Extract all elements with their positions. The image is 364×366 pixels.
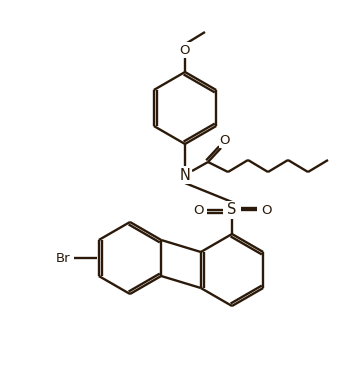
- Text: O: O: [193, 203, 203, 217]
- Text: N: N: [179, 168, 190, 183]
- Text: O: O: [261, 203, 271, 217]
- Text: S: S: [227, 202, 237, 217]
- Text: O: O: [180, 44, 190, 56]
- Text: O: O: [220, 134, 230, 146]
- Text: Br: Br: [56, 251, 70, 265]
